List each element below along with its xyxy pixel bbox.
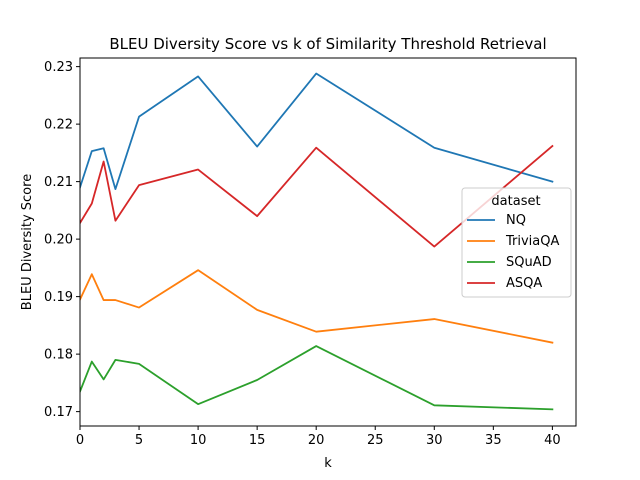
plot-area-frame: [79, 57, 577, 427]
x-tick-label: 10: [190, 433, 207, 448]
x-tick-label: 35: [485, 433, 502, 448]
legend-frame: [461, 187, 572, 298]
y-axis-label: BLEU Diversity Score: [20, 174, 35, 310]
y-tick-label: 0.18: [44, 348, 73, 363]
y-tick-label: 0.21: [44, 175, 73, 190]
series-line-triviaqa: [80, 269, 554, 344]
y-tick-label: 0.17: [44, 405, 73, 420]
y-axis: 0.17 0.18 0.19 0.20 0.21 0.22 0.23: [44, 60, 80, 420]
y-tick-label: 0.20: [44, 233, 73, 248]
legend-label: TriviaQA: [505, 234, 559, 249]
y-tick-label: 0.22: [44, 118, 73, 133]
y-tick-label: 0.23: [44, 60, 73, 75]
series-line-asqa: [80, 144, 554, 248]
legend-title: dataset: [491, 194, 540, 209]
x-tick-label: 30: [426, 433, 443, 448]
x-axis: 0 5 10 15 20 25 30 35 40: [76, 426, 561, 448]
legend-items: NQ TriviaQA SQuAD ASQA: [467, 213, 559, 291]
legend-label: SQuAD: [506, 255, 552, 270]
x-tick-label: 5: [135, 433, 143, 448]
legend: dataset NQ TriviaQA SQuAD ASQA: [461, 187, 572, 298]
y-tick-label: 0.19: [44, 290, 73, 305]
chart-title: BLEU Diversity Score vs k of Similarity …: [109, 35, 546, 53]
x-tick-label: 15: [249, 433, 266, 448]
x-tick-label: 40: [544, 433, 561, 448]
x-axis-label: k: [324, 456, 332, 471]
series-line-nq: [80, 72, 554, 191]
series-line-squad: [80, 345, 554, 411]
legend-label: ASQA: [506, 276, 542, 291]
series-layer: [80, 72, 554, 411]
x-tick-label: 0: [76, 433, 84, 448]
x-tick-label: 25: [367, 433, 384, 448]
legend-label: NQ: [506, 213, 526, 228]
x-tick-label: 20: [308, 433, 325, 448]
